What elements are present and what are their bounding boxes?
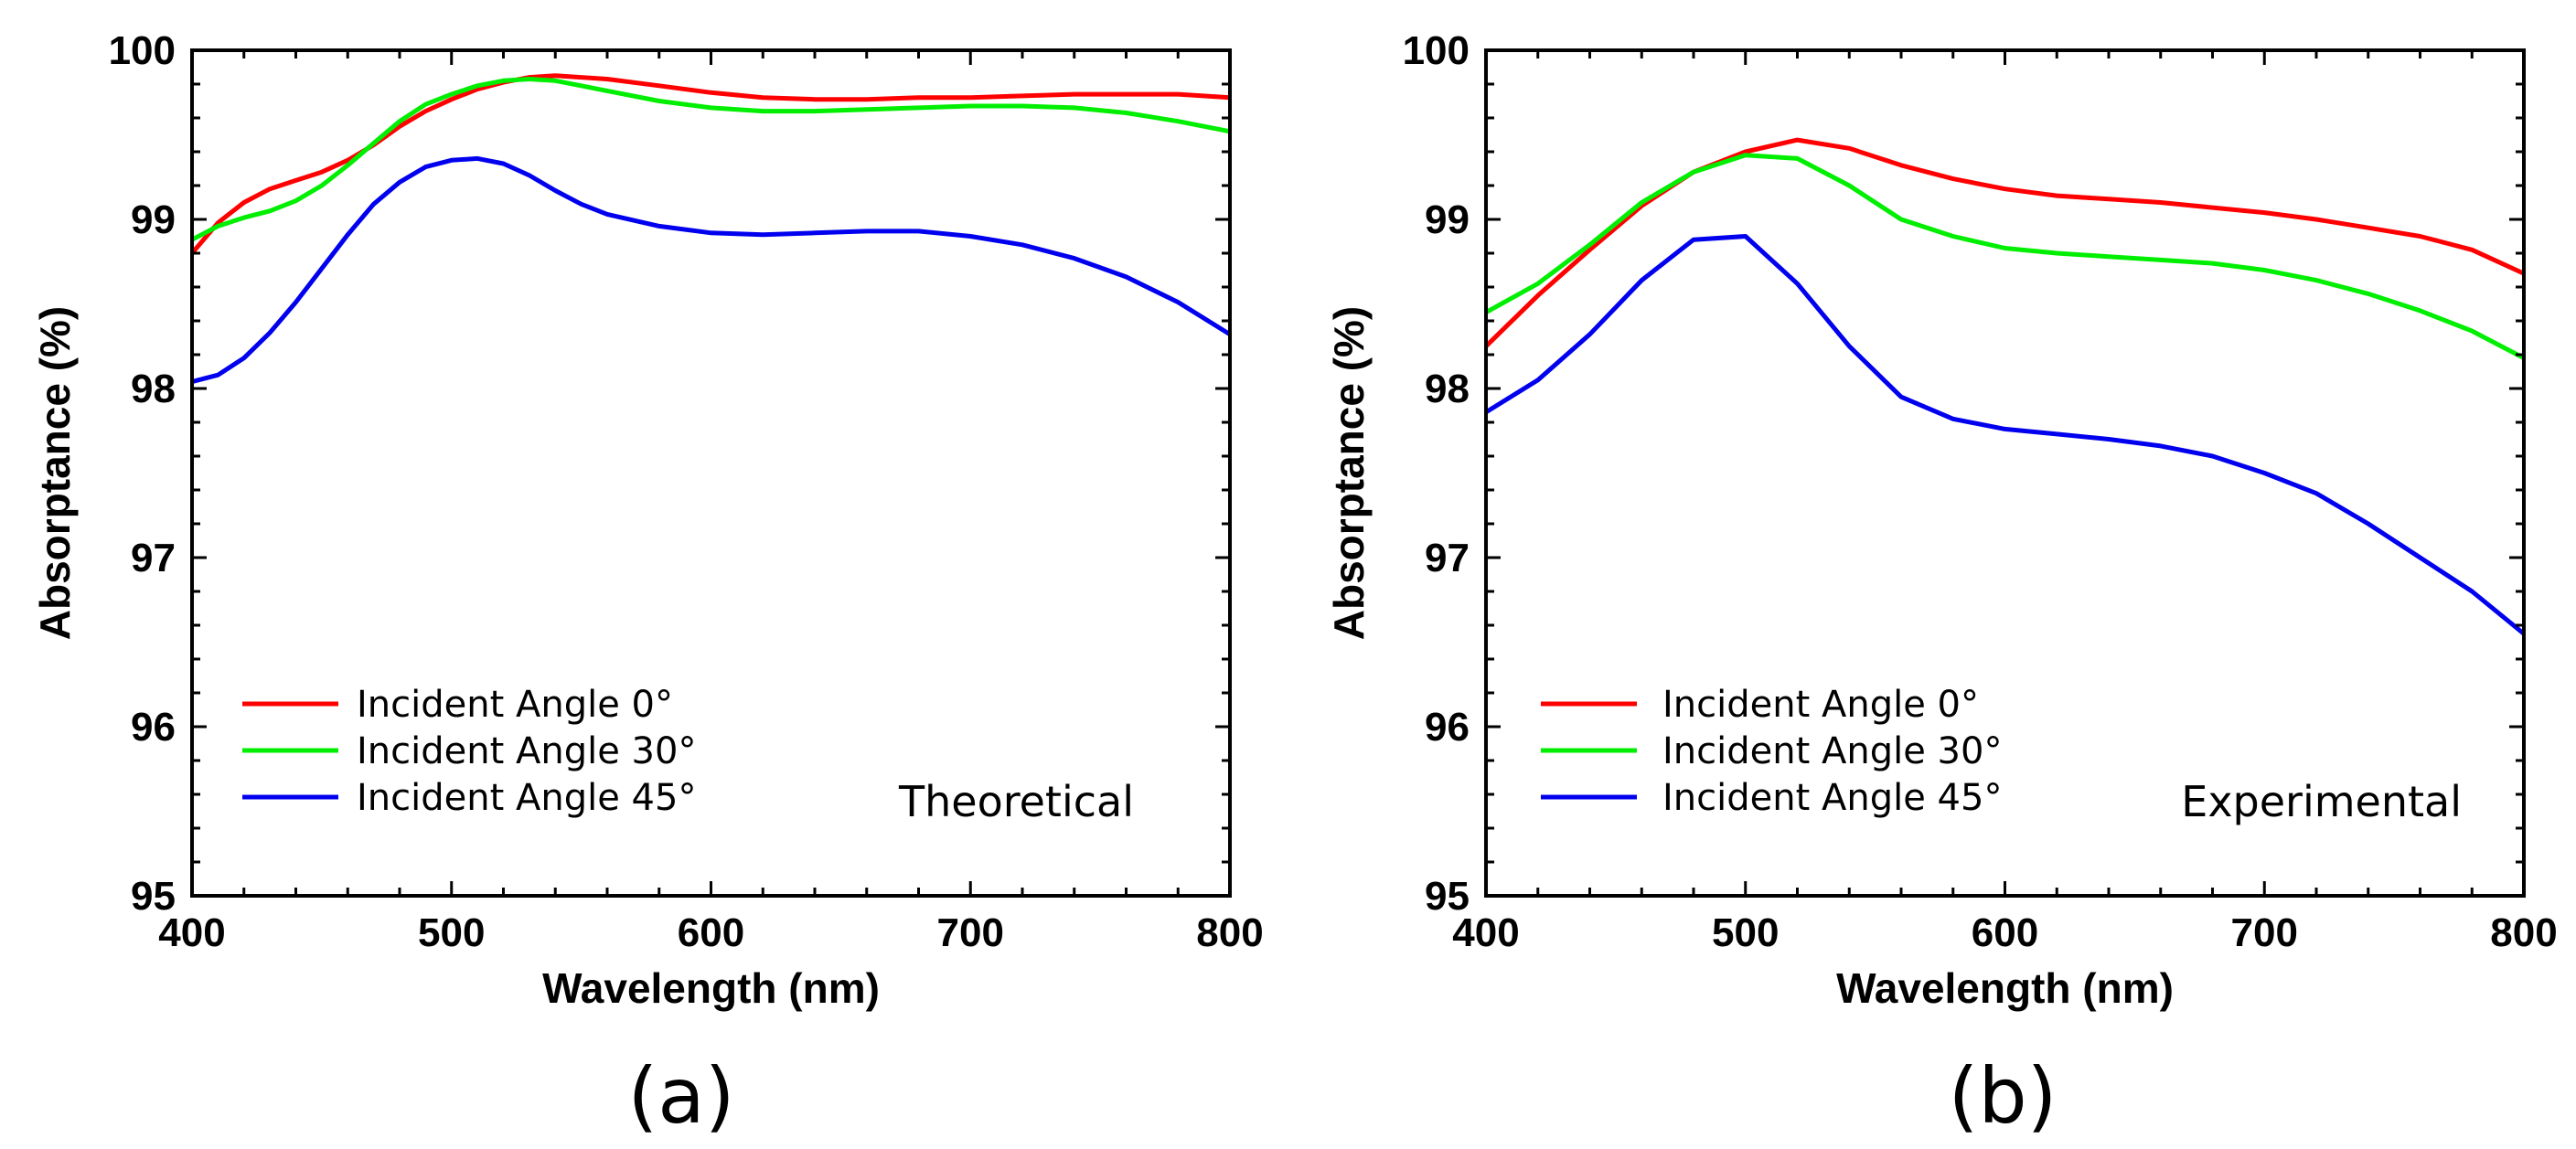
panel-label: (a) [627, 1051, 734, 1141]
chart-panel-b: 400 500 600 700 800 95 96 97 98 99 100 Wavelength (… [1325, 28, 2558, 1141]
legend: Incident Angle 0°Incident Angle 30° Incid… [242, 684, 696, 819]
chart-annotation: Experimental [2181, 777, 2462, 826]
legend-label: Incident Angle 0° [357, 684, 673, 726]
y-tick-label: 97 [1425, 536, 1470, 580]
y-tick-label: 98 [131, 367, 176, 411]
y-tick-label: 95 [1425, 874, 1470, 919]
x-axis-title: Wavelength (nm) [542, 964, 880, 1012]
series-line-2 [1486, 234, 2524, 636]
series-line-1 [192, 77, 1230, 242]
x-tick-label: 700 [2231, 910, 2298, 955]
x-tick-label: 800 [1196, 910, 1263, 955]
series-line-1 [1486, 153, 2524, 361]
series-line-2 [192, 155, 1230, 385]
y-axis-title: Absorptance (%) [1325, 306, 1373, 640]
y-axis-title: Absorptance (%) [31, 306, 79, 640]
y-tick-label: 95 [131, 874, 176, 919]
chart-annotation: Theoretical [898, 777, 1134, 826]
plot-frame [190, 48, 1232, 898]
series-line-0 [1486, 137, 2524, 349]
legend: Incident Angle 0°Incident Angle 30° Incid… [1541, 684, 2002, 819]
y-tick-label: 96 [1425, 705, 1470, 750]
series-line-0 [192, 73, 1230, 256]
legend-label: Incident Angle 30° [1662, 730, 2002, 772]
x-tick-label: 600 [678, 910, 744, 955]
legend-label: Incident Angle 45° [357, 777, 696, 819]
y-tick-label: 96 [131, 705, 176, 750]
x-tick-label: 800 [2490, 910, 2557, 955]
x-tick-label: 400 [1452, 910, 1519, 955]
y-tick-label: 97 [131, 536, 176, 580]
legend-label: Incident Angle 0° [1662, 684, 1979, 726]
x-tick-label: 500 [1712, 910, 1779, 955]
panel-label: (b) [1949, 1051, 2058, 1141]
y-tick-label: 98 [1425, 367, 1470, 411]
chart-panel-a: 400 500 600 700 800 95 96 97 98 99 100 Wavelength (… [31, 28, 1264, 1141]
y-tick-label: 100 [1403, 28, 1470, 73]
y-tick-label: 100 [109, 28, 176, 73]
y-tick-label: 99 [131, 197, 176, 242]
plot-frame [1484, 48, 2526, 898]
x-tick-label: 400 [158, 910, 225, 955]
y-tick-label: 99 [1425, 197, 1470, 242]
x-axis-title: Wavelength (nm) [1836, 964, 2174, 1012]
x-tick-label: 700 [937, 910, 1004, 955]
x-tick-label: 500 [418, 910, 485, 955]
legend-label: Incident Angle 45° [1662, 777, 2002, 819]
legend-label: Incident Angle 30° [357, 730, 696, 772]
x-tick-label: 600 [1972, 910, 2038, 955]
